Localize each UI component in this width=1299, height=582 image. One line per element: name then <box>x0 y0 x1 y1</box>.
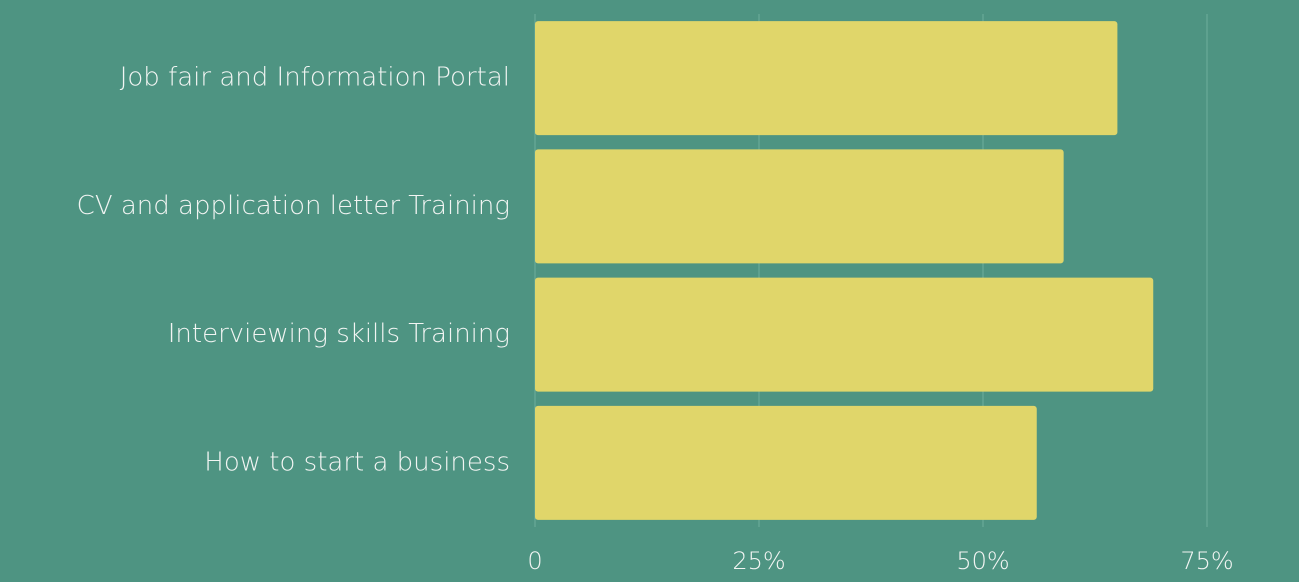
x-tick-label: 50% <box>956 547 1009 575</box>
x-tick-label: 0 <box>527 547 542 575</box>
bar <box>535 405 1037 520</box>
y-tick-label: Job fair and Information Portal <box>120 63 510 93</box>
x-tick-label: 75% <box>1180 547 1233 575</box>
y-tick-label: CV and application letter Training <box>77 191 510 221</box>
bar <box>535 149 1064 264</box>
bar <box>535 277 1154 392</box>
x-tick-label: 25% <box>732 547 785 575</box>
bar <box>535 21 1118 136</box>
y-tick-label: Interviewing skills Training <box>168 319 510 349</box>
y-tick-label: How to start a business <box>204 447 510 477</box>
